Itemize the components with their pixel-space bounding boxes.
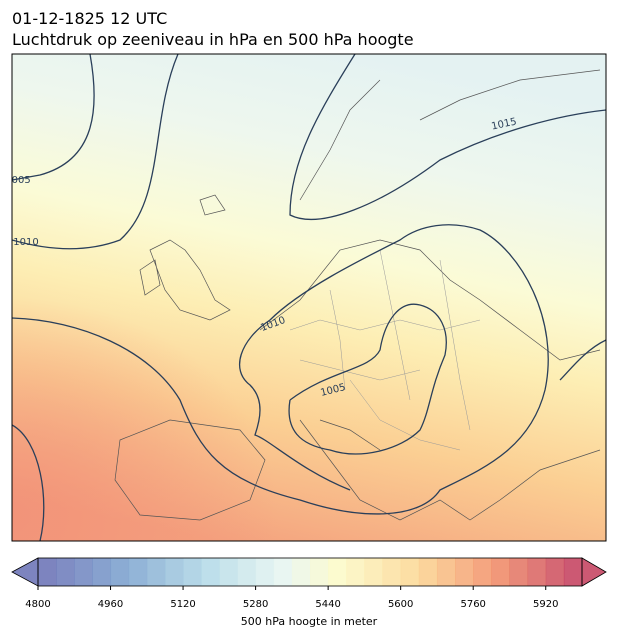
coastline bbox=[114, 69, 601, 521]
colorbar-swatch bbox=[400, 558, 420, 586]
colorbar-swatch bbox=[183, 558, 202, 586]
colorbar-tick-label: 4800 bbox=[25, 599, 50, 610]
colorbar: 4800 4960 5120 5280 5440 5600 5760 5920 bbox=[11, 557, 607, 610]
colorbar-swatch bbox=[455, 558, 474, 586]
colorbar-swatch bbox=[219, 558, 238, 586]
map: 1005 1010 1015 1010 1005 bbox=[5, 54, 606, 541]
isobar bbox=[12, 54, 95, 181]
borders bbox=[289, 249, 481, 451]
isobar bbox=[12, 424, 45, 541]
isobar bbox=[559, 339, 606, 381]
colorbar-swatch bbox=[273, 558, 293, 586]
colorbar-tick-label: 5440 bbox=[315, 599, 340, 610]
isobar-label: 1010 bbox=[13, 237, 38, 248]
colorbar-swatch bbox=[237, 558, 257, 586]
colorbar-swatch bbox=[382, 558, 402, 586]
colorbar-tick-label: 5760 bbox=[460, 599, 485, 610]
subtitle: Luchtdruk op zeeniveau in hPa en 500 hPa… bbox=[12, 30, 414, 49]
colorbar-swatch bbox=[146, 558, 166, 586]
colorbar-swatch bbox=[545, 558, 565, 586]
colorbar-swatch bbox=[563, 558, 583, 586]
colorbar-swatch bbox=[38, 558, 57, 586]
colorbar-swatch bbox=[346, 558, 365, 586]
colorbar-swatch bbox=[92, 558, 112, 586]
colorbar-swatch bbox=[418, 558, 438, 586]
title: 01-12-1825 12 UTC bbox=[12, 9, 167, 28]
colorbar-swatch bbox=[128, 558, 148, 586]
colorbar-tick-label: 5600 bbox=[388, 599, 413, 610]
colorbar-swatch bbox=[527, 558, 547, 586]
colorbar-swatch bbox=[436, 558, 456, 586]
colorbar-swatch bbox=[328, 558, 347, 586]
isobar bbox=[12, 224, 549, 515]
colorbar-swatch bbox=[491, 558, 510, 586]
colorbar-tick-label: 4960 bbox=[98, 599, 123, 610]
colorbar-extend-low bbox=[11, 557, 39, 587]
colorbar-swatch bbox=[364, 558, 384, 586]
colorbar-swatch bbox=[473, 558, 492, 586]
isobar-label: 1005 bbox=[5, 175, 30, 186]
colorbar-swatch bbox=[255, 558, 275, 586]
colorbar-tick-label: 5120 bbox=[170, 599, 195, 610]
colorbar-tick-label: 5280 bbox=[243, 599, 268, 610]
colorbar-swatch bbox=[110, 558, 130, 586]
map-frame bbox=[11, 53, 607, 542]
colorbar-frame bbox=[37, 557, 583, 587]
colorbar-swatch bbox=[291, 558, 311, 586]
colorbar-swatch bbox=[310, 558, 329, 586]
isobar bbox=[289, 54, 606, 220]
isobar bbox=[288, 303, 447, 455]
colorbar-extend-high bbox=[581, 557, 607, 587]
colorbar-swatch bbox=[201, 558, 220, 586]
colorbar-swatch bbox=[509, 558, 529, 586]
colorbar-swatch bbox=[56, 558, 75, 586]
colorbar-label: 500 hPa hoogte in meter bbox=[241, 615, 378, 628]
colorbar-tick-label: 5920 bbox=[533, 599, 558, 610]
isobar bbox=[12, 54, 179, 250]
colorbar-swatch bbox=[164, 558, 184, 586]
colorbar-swatch bbox=[74, 558, 93, 586]
isobar-label: 1015 bbox=[491, 116, 518, 132]
